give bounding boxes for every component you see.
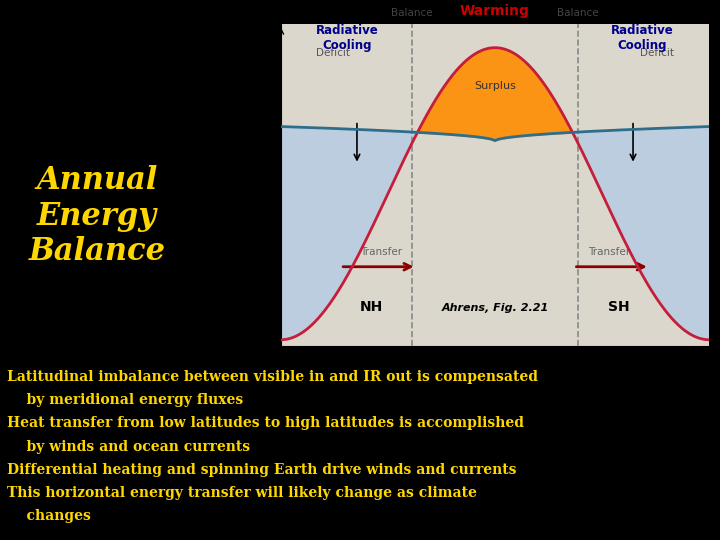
Text: This horizontal energy transfer will likely change as climate: This horizontal energy transfer will lik… [7,486,477,500]
Text: Transfer: Transfer [360,247,402,257]
Text: Latitudinal imbalance between visible in and IR out is compensated: Latitudinal imbalance between visible in… [7,370,539,384]
Text: °North: °North [335,387,369,396]
Text: Ahrens, Fig. 2.21: Ahrens, Fig. 2.21 [441,302,549,313]
Text: Annual
Energy
Balance: Annual Energy Balance [29,165,166,267]
Text: SH: SH [608,300,629,314]
Text: Balance: Balance [557,9,599,18]
Text: Balance: Balance [391,9,433,18]
Text: Differential heating and spinning Earth drive winds and currents: Differential heating and spinning Earth … [7,463,517,477]
Text: by winds and ocean currents: by winds and ocean currents [7,440,251,454]
Text: Latitude: Latitude [474,387,516,396]
Text: Transfer: Transfer [588,247,630,257]
Text: Radiative
Cooling: Radiative Cooling [611,24,674,52]
Text: Deficit: Deficit [316,48,350,58]
Text: Radiative
Warming: Radiative Warming [458,0,532,18]
Text: Heat transfer from low latitudes to high latitudes is accomplished: Heat transfer from low latitudes to high… [7,416,524,430]
Text: °South: °South [620,387,656,396]
Text: changes: changes [7,509,91,523]
Text: NH: NH [359,300,383,314]
Text: by meridional energy fluxes: by meridional energy fluxes [7,393,243,407]
Y-axis label: Radiant energy
in one year: Radiant energy in one year [255,145,276,225]
Text: Surplus: Surplus [474,80,516,91]
Text: Deficit: Deficit [640,48,674,58]
Text: Radiative
Cooling: Radiative Cooling [316,24,379,52]
